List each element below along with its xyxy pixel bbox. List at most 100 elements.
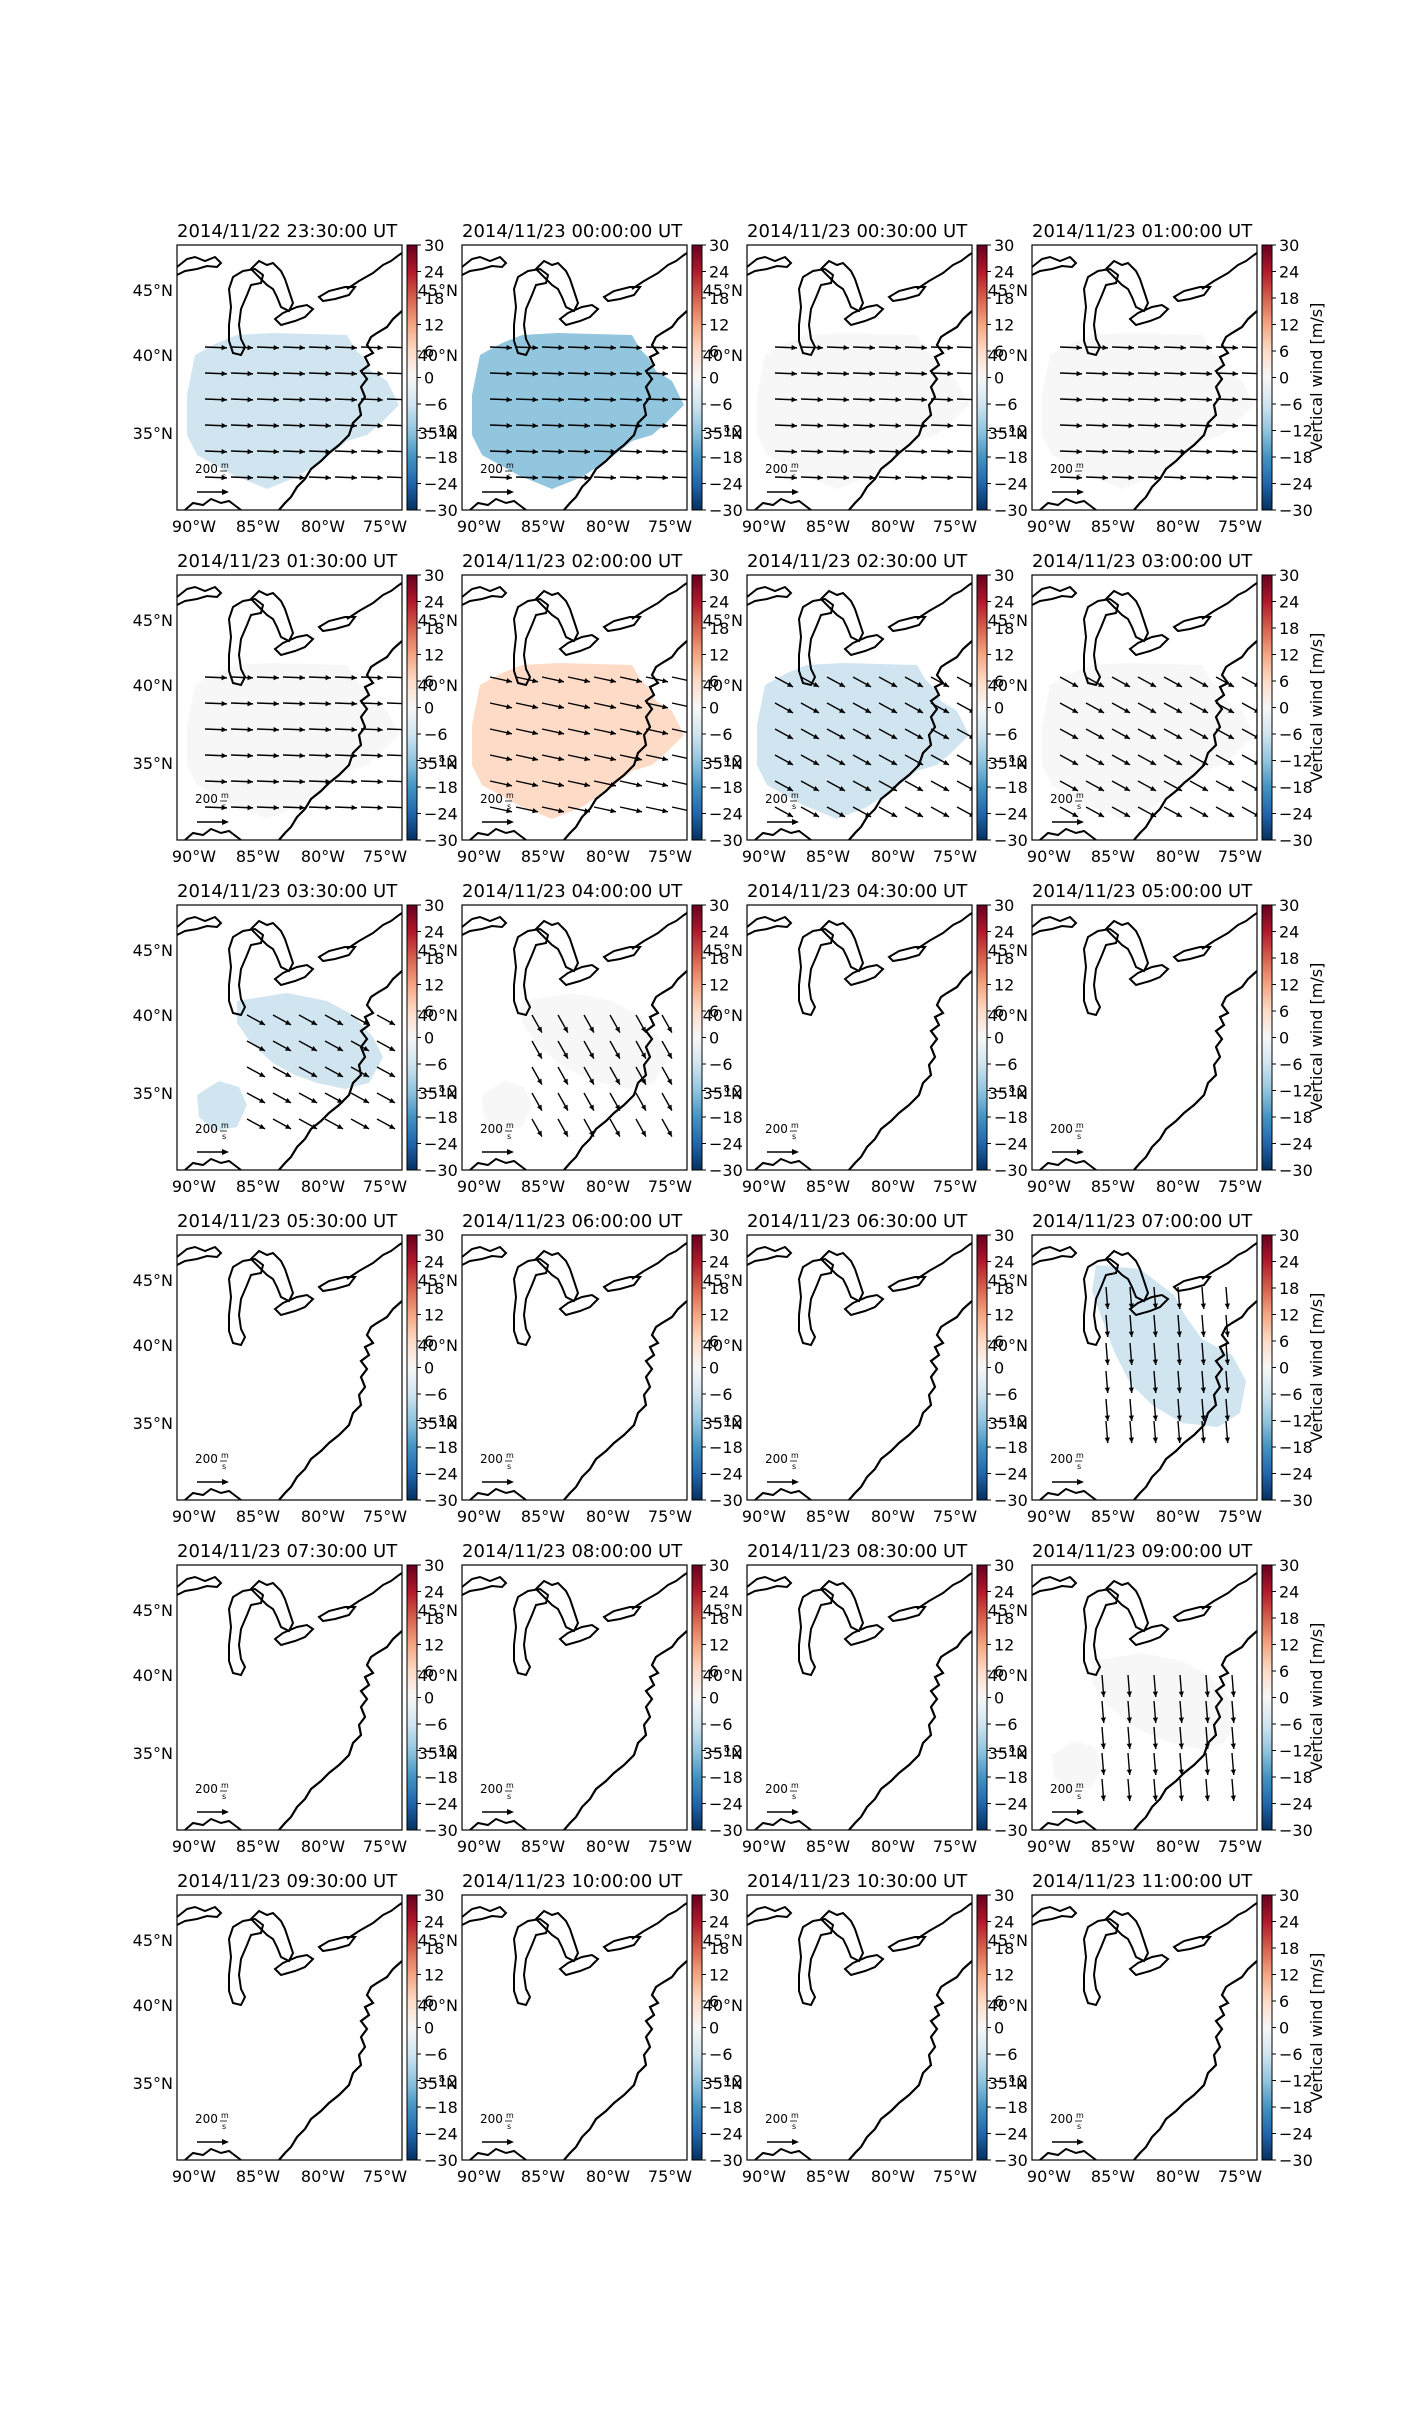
scale-arrow-key: 200 ms [195,1121,229,1155]
wind-arrow-head [1232,397,1238,403]
lon-tick-label: 90°W [457,517,501,536]
lat-tick-label: 45°N [703,1271,743,1290]
wind-arrow-head [337,1098,344,1103]
colorbar-tick-label: 30 [994,896,1014,915]
lat-tick-label: 45°N [418,1271,458,1290]
wind-arrow-head [1204,1743,1210,1749]
wind-arrow-head [1124,812,1131,817]
wind-arrow-head [1104,1331,1110,1337]
lat-tick-label: 35°N [703,2074,743,2093]
wind-arrow-head [273,449,279,455]
svg-text:s: s [507,1792,511,1801]
wind-arrow-head [588,1026,594,1033]
colorbar: 30 24 18 12 6 0 −6 −12 −18 −24 −30 [691,566,743,850]
wind-arrow-head [351,727,357,733]
map-panel: 2014/11/23 08:30:00 UT 200 ms 45°N 40°N 35°N 9… [703,1541,1028,1856]
wind-arrow-head [843,449,849,455]
wind-arrow-head [325,423,331,429]
wind-arrow-head [588,1104,594,1111]
wind-arrow [1241,780,1257,791]
colorbar-tick-label: −12 [1279,1742,1313,1761]
map-frame [1031,574,1258,841]
wind-arrow-head [311,1098,318,1103]
wind-arrow-head [662,345,668,351]
wind-arrow-head [377,779,383,785]
wind-arrow-head [1176,1303,1182,1309]
wind-arrow-head [817,397,823,403]
wind-arrow-head [1124,760,1131,765]
wind-vectors [774,676,972,818]
svg-text:200: 200 [765,1122,788,1136]
wind-arrow-head [636,475,642,481]
lat-tick-label: 35°N [988,1744,1028,1763]
wind-arrow [386,780,402,783]
lon-tick-label: 80°W [301,1837,345,1856]
wind-arrow-head [1124,682,1131,687]
vertical-wind-field [197,993,383,1131]
wind-arrow-head [1072,786,1079,791]
vertical-wind-field [1042,333,1254,489]
wind-arrow-head [377,449,383,455]
colorbar: 30 24 18 12 6 0 −6 −12 −18 −24 −30 [691,1886,743,2170]
lon-tick-label: 80°W [586,2167,630,2186]
colorbar-tick-label: 18 [1279,619,1299,638]
wind-arrow-head [221,345,227,351]
wind-arrow-head [1152,1303,1158,1309]
wind-arrow [671,476,687,479]
wind-arrow-head [558,345,564,351]
lon-tick-label: 90°W [742,1177,786,1196]
wind-arrow-head [1224,1359,1230,1365]
lon-tick-label: 90°W [172,847,216,866]
wind-arrow [1241,346,1257,349]
wind-arrow-head [325,753,331,759]
wind-arrow-head [363,1020,370,1025]
lon-tick-label: 80°W [586,1837,630,1856]
wind-arrow-head [1152,1437,1158,1443]
scale-arrow-key: 200 ms [480,1451,514,1485]
wind-arrow-head [558,678,564,684]
wind-arrow-head [273,397,279,403]
lat-tick-label: 35°N [703,754,743,773]
colorbar-tick-label: −18 [424,1438,458,1457]
wind-arrow-head [636,449,642,455]
wind-arrow-head [969,812,972,817]
wind-arrow-head [636,345,642,351]
lon-tick-label: 90°W [1027,1507,1071,1526]
colorbar-tick-label: 24 [1279,1913,1299,1932]
wind-arrow-head [506,397,512,403]
colorbar-tick-label: 6 [994,1332,1004,1351]
wind-arrow-head [1204,1691,1210,1697]
colorbar-tick-label: −18 [709,1768,743,1787]
wind-arrow-head [221,779,227,785]
wind-arrow-head [640,1104,646,1111]
lat-tick-label: 45°N [133,281,173,300]
wind-arrow-head [325,475,331,481]
svg-text:200: 200 [1050,2112,1073,2126]
colorbar-tick-label: 30 [424,896,444,915]
colorbar: 30 24 18 12 6 0 −6 −12 −18 −24 −30 Vertical wind [m… [1261,566,1326,850]
colorbar-tick-label: 30 [424,566,444,585]
wind-arrow-head [813,760,820,765]
svg-text:s: s [1077,472,1081,481]
colorbar-tick-label: 6 [424,672,434,691]
lon-tick-label: 85°W [236,2167,280,2186]
colorbar-tick-label: 6 [709,1662,719,1681]
map-frame [1031,244,1258,511]
lat-tick-label: 35°N [418,2074,458,2093]
svg-text:s: s [792,1792,796,1801]
wind-arrow-head [1152,1691,1158,1697]
lat-tick-label: 40°N [133,346,173,365]
wind-arrow-head [337,1072,344,1077]
wind-arrow-head [865,734,872,739]
map-frame [746,244,973,511]
colorbar-tick-label: −24 [1279,1465,1313,1484]
wind-arrow-head [969,682,972,687]
wind-arrow [956,806,972,817]
lon-tick-label: 80°W [586,1177,630,1196]
wind-arrow-head [947,371,953,377]
lat-tick-label: 40°N [988,1336,1028,1355]
wind-arrow-head [1200,1331,1206,1337]
colorbar-tick-label: −12 [994,2072,1028,2091]
colorbar: 30 24 18 12 6 0 −6 −12 −18 −24 −30 [406,896,458,1180]
colorbar-tick-label: 6 [709,342,719,361]
